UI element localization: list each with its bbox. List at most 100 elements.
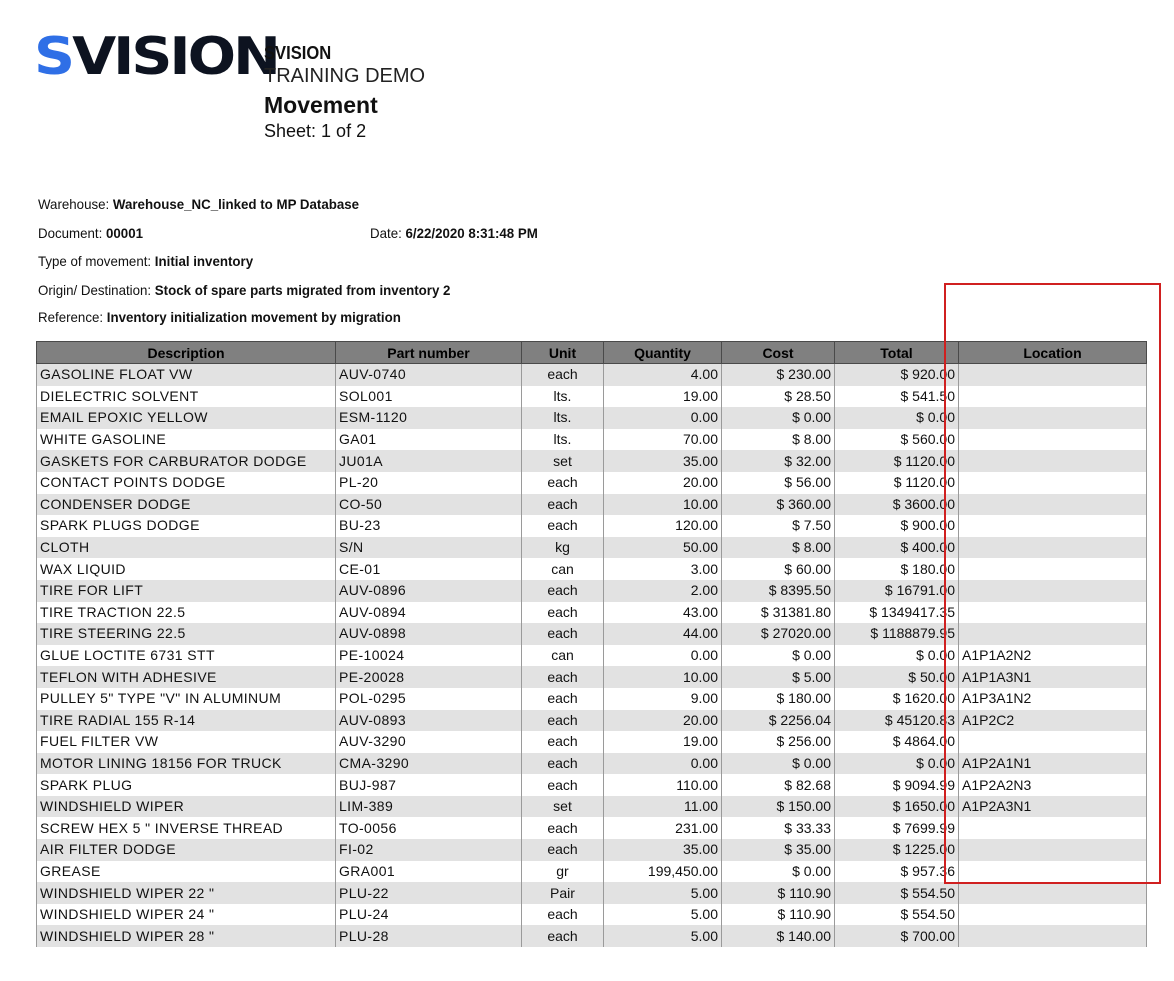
quantity-cell: 20.00: [603, 471, 722, 494]
part-number-cell: GRA001: [335, 860, 522, 883]
item-description-cell: SCREW HEX 5 " INVERSE THREAD: [36, 817, 336, 840]
total-cell: $ 541.50: [834, 385, 959, 408]
location-cell: [958, 363, 1147, 386]
quantity-cell: 199,450.00: [603, 860, 722, 883]
cost-cell: $ 110.90: [721, 903, 835, 926]
part-number-cell: PLU-24: [335, 903, 522, 926]
column-header-cost: Cost: [721, 341, 835, 364]
date-value: 6/22/2020 8:31:48 PM: [405, 225, 538, 241]
item-description-cell: WINDSHIELD WIPER: [36, 795, 336, 818]
column-header-part-number: Part number: [335, 341, 522, 364]
document-field: Document: 00001: [38, 225, 143, 241]
cost-cell: $ 180.00: [721, 687, 835, 710]
part-number-cell: CMA-3290: [335, 752, 522, 775]
table-row: SPARK PLUGS DODGE BU-23 each 120.00 $ 7.50 $ …: [36, 515, 1147, 537]
quantity-cell: 5.00: [603, 903, 722, 926]
part-number-cell: AUV-0894: [335, 601, 522, 624]
part-number-cell: PE-10024: [335, 644, 522, 667]
location-cell: [958, 731, 1147, 753]
total-cell: $ 180.00: [834, 558, 959, 580]
item-description-cell: WINDSHIELD WIPER 28 ": [36, 925, 336, 948]
cost-cell: $ 27020.00: [721, 623, 835, 645]
unit-cell: can: [521, 644, 604, 667]
unit-cell: each: [521, 774, 604, 796]
quantity-cell: 11.00: [603, 795, 722, 818]
table-row: WINDSHIELD WIPER 24 " PLU-24 each 5.00 $ 110…: [36, 903, 1147, 926]
part-number-cell: PLU-28: [335, 925, 522, 948]
logo-accent-letter: S: [34, 27, 75, 87]
quantity-cell: 2.00: [603, 579, 722, 602]
table-row: EMAIL EPOXIC YELLOW ESM-1120 lts. 0.00 $ 0.0…: [36, 407, 1147, 429]
cost-cell: $ 150.00: [721, 795, 835, 818]
company-logo: SVISION: [34, 27, 281, 87]
item-description-cell: GASOLINE FLOAT VW: [36, 363, 336, 386]
cost-cell: $ 230.00: [721, 363, 835, 386]
quantity-cell: 4.00: [603, 363, 722, 386]
item-description-cell: WAX LIQUID: [36, 558, 336, 580]
item-description-cell: CLOTH: [36, 536, 336, 559]
unit-cell: each: [521, 817, 604, 840]
part-number-cell: LIM-389: [335, 795, 522, 818]
table-row: SCREW HEX 5 " INVERSE THREAD TO-0056 each 2…: [36, 817, 1147, 840]
company-subtitle: TRAINING DEMO: [264, 65, 426, 87]
item-description-cell: PULLEY 5" TYPE "V" IN ALUMINUM: [36, 687, 336, 710]
total-cell: $ 1620.00: [834, 687, 959, 710]
cost-cell: $ 0.00: [721, 860, 835, 883]
table-header-row: Description Part number Unit Quantity Co…: [36, 341, 1147, 364]
total-cell: $ 560.00: [834, 428, 959, 451]
cost-cell: $ 82.68: [721, 774, 835, 796]
origin-destination-value: Stock of spare parts migrated from inven…: [154, 282, 451, 298]
item-description-cell: TIRE TRACTION 22.5: [36, 601, 336, 624]
total-cell: $ 554.50: [834, 882, 959, 904]
unit-cell: each: [521, 363, 604, 386]
quantity-cell: 0.00: [603, 644, 722, 667]
unit-cell: each: [521, 579, 604, 602]
part-number-cell: POL-0295: [335, 687, 522, 710]
cost-cell: $ 33.33: [721, 817, 835, 840]
unit-cell: set: [521, 450, 604, 472]
quantity-cell: 10.00: [603, 493, 722, 516]
unit-cell: each: [521, 839, 604, 861]
quantity-cell: 50.00: [603, 536, 722, 559]
item-description-cell: CONDENSER DODGE: [36, 493, 336, 516]
location-cell: [958, 536, 1147, 559]
column-header-total: Total: [834, 341, 959, 364]
movement-items-table: Description Part number Unit Quantity Co…: [36, 341, 1147, 948]
total-cell: $ 1650.00: [834, 795, 959, 818]
unit-cell: each: [521, 731, 604, 753]
warehouse-value: Warehouse_NC_linked to MP Database: [112, 196, 360, 212]
location-cell: [958, 471, 1147, 494]
part-number-cell: TO-0056: [335, 817, 522, 840]
cost-cell: $ 8.00: [721, 536, 835, 559]
total-cell: $ 4864.00: [834, 731, 959, 753]
item-description-cell: CONTACT POINTS DODGE: [36, 471, 336, 494]
unit-cell: each: [521, 471, 604, 494]
item-description-cell: TIRE FOR LIFT: [36, 579, 336, 602]
total-cell: $ 9094.99: [834, 774, 959, 796]
table-row: WHITE GASOLINE GA01 lts. 70.00 $ 8.00 $ 560.0…: [36, 428, 1147, 451]
total-cell: $ 1120.00: [834, 450, 959, 472]
cost-cell: $ 32.00: [721, 450, 835, 472]
total-cell: $ 400.00: [834, 536, 959, 559]
unit-cell: kg: [521, 536, 604, 559]
cost-cell: $ 56.00: [721, 471, 835, 494]
table-row: GREASE GRA001 gr 199,450.00 $ 0.00 $ 957.36: [36, 860, 1147, 883]
unit-cell: each: [521, 903, 604, 926]
column-header-description: Description: [36, 341, 336, 364]
table-row: TIRE RADIAL 155 R-14 AUV-0893 each 20.00 $ 2…: [36, 709, 1147, 732]
cost-cell: $ 7.50: [721, 515, 835, 537]
part-number-cell: BU-23: [335, 515, 522, 537]
total-cell: $ 700.00: [834, 925, 959, 948]
location-cell: [958, 817, 1147, 840]
table-row: WAX LIQUID CE-01 can 3.00 $ 60.00 $ 180.00: [36, 558, 1147, 580]
quantity-cell: 19.00: [603, 731, 722, 753]
document-value: 00001: [106, 225, 144, 241]
table-row: PULLEY 5" TYPE "V" IN ALUMINUM POL-0295 ea…: [36, 687, 1147, 710]
cost-cell: $ 256.00: [721, 731, 835, 753]
quantity-cell: 0.00: [603, 752, 722, 775]
part-number-cell: ESM-1120: [335, 407, 522, 429]
location-cell: [958, 385, 1147, 408]
origin-destination-label: Origin/ Destination:: [38, 282, 152, 298]
table-row: DIELECTRIC SOLVENT SOL001 lts. 19.00 $ 28.50…: [36, 385, 1147, 408]
total-cell: $ 1188879.95: [834, 623, 959, 645]
